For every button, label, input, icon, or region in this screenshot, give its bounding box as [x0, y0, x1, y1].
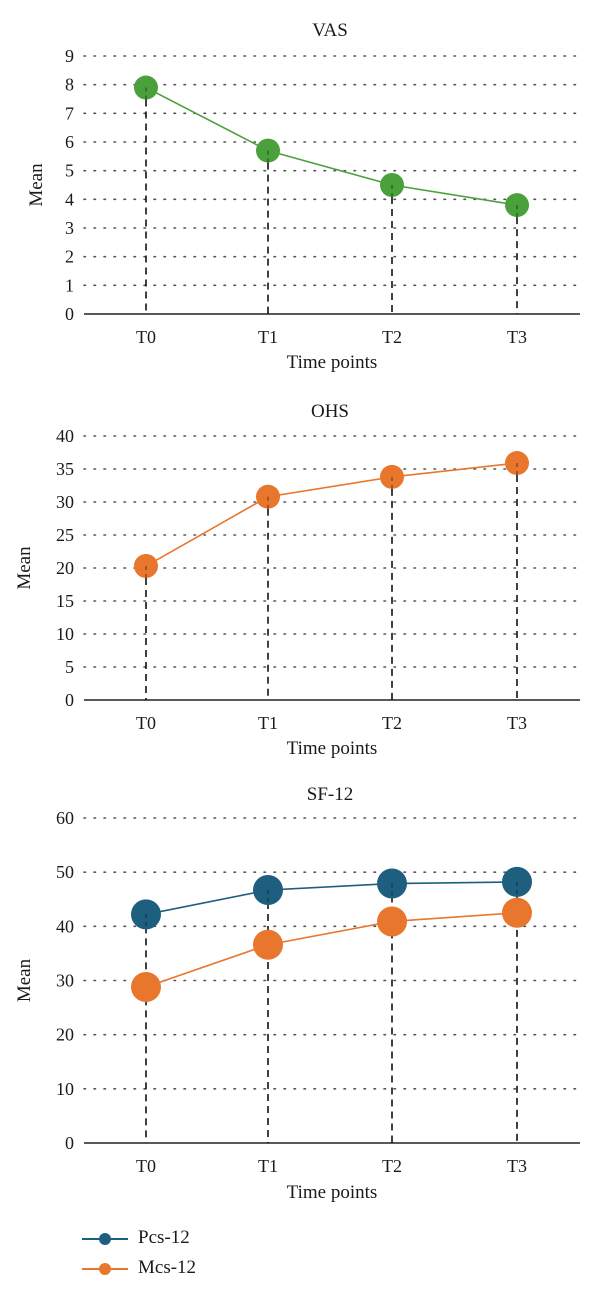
y-tick-label: 35 — [56, 459, 74, 479]
y-tick-label: 5 — [65, 161, 74, 181]
legend-label: Pcs-12 — [138, 1227, 190, 1248]
x-tick-label: T3 — [507, 1156, 527, 1176]
y-tick-label: 8 — [65, 75, 74, 95]
y-tick-label: 20 — [56, 558, 74, 578]
legend-swatch-dot — [99, 1233, 111, 1245]
y-tick-label: 4 — [65, 189, 74, 209]
x-tick-label: T0 — [136, 713, 156, 733]
y-tick-label: 3 — [65, 218, 74, 238]
x-tick-label: T3 — [507, 713, 527, 733]
chart-title: SF-12 — [307, 784, 353, 805]
x-axis-label: Time points — [287, 738, 378, 759]
series-line — [145, 86, 518, 206]
y-tick-label: 5 — [65, 657, 74, 677]
y-tick-label: 10 — [56, 1079, 74, 1099]
y-tick-label: 50 — [56, 862, 74, 882]
y-tick-label: 20 — [56, 1025, 74, 1045]
data-point — [377, 906, 407, 937]
chart-title: OHS — [311, 401, 349, 422]
y-tick-label: 9 — [65, 46, 74, 66]
x-tick-label: T0 — [136, 1156, 156, 1176]
series-line — [145, 881, 518, 916]
x-tick-label: T1 — [258, 1156, 278, 1176]
y-tick-label: 7 — [65, 103, 74, 123]
x-tick-label: T2 — [382, 1156, 402, 1176]
y-tick-label: 40 — [56, 916, 74, 936]
chart-panel: SF-12 0 10 20 30 40 50 60 Mean T0 T1 T2 T3 Time point… — [14, 784, 581, 1203]
legend-label: Mcs-12 — [138, 1257, 197, 1278]
y-tick-label: 15 — [56, 591, 74, 611]
y-tick-label: 30 — [56, 971, 74, 991]
y-axis-label: Mean — [14, 958, 35, 1002]
y-tick-label: 0 — [65, 690, 74, 710]
y-axis-label: Mean — [14, 546, 35, 590]
y-tick-label: 1 — [65, 275, 74, 295]
legend: Pcs-12 Mcs-12 — [82, 1225, 382, 1285]
data-point — [502, 897, 532, 928]
y-tick-label: 40 — [56, 426, 74, 446]
chart-panel: OHS 0 5 10 15 20 25 30 35 40 Mean T0 T1 T2 T3 Time poin… — [14, 401, 581, 759]
chart-panel: VAS 0 1 2 3 4 5 6 7 8 9 Mean T0 T1 T2 T3 Time points — [26, 20, 581, 373]
x-tick-label: T2 — [382, 713, 402, 733]
y-tick-label: 0 — [65, 1133, 74, 1153]
x-tick-label: T1 — [258, 327, 278, 347]
chart-title: VAS — [312, 20, 348, 41]
x-tick-label: T1 — [258, 713, 278, 733]
x-axis-label: Time points — [287, 352, 378, 373]
x-tick-label: T0 — [136, 327, 156, 347]
y-tick-label: 2 — [65, 247, 74, 267]
series-line — [145, 911, 518, 988]
series-line — [145, 462, 518, 567]
x-tick-label: T3 — [507, 327, 527, 347]
y-tick-label: 6 — [65, 132, 74, 152]
y-tick-label: 0 — [65, 304, 74, 324]
y-axis-label: Mean — [26, 163, 47, 207]
y-tick-label: 30 — [56, 492, 74, 512]
data-point — [131, 972, 161, 1002]
x-tick-label: T2 — [382, 327, 402, 347]
legend-item-mcs-12: Mcs-12 — [82, 1255, 382, 1285]
data-point — [253, 929, 283, 960]
x-axis-label: Time points — [287, 1182, 378, 1203]
y-tick-label: 25 — [56, 525, 74, 545]
y-tick-label: 10 — [56, 624, 74, 644]
legend-item-pcs-12: Pcs-12 — [82, 1225, 382, 1255]
legend-swatch-dot — [99, 1263, 111, 1275]
y-tick-label: 60 — [56, 808, 74, 828]
